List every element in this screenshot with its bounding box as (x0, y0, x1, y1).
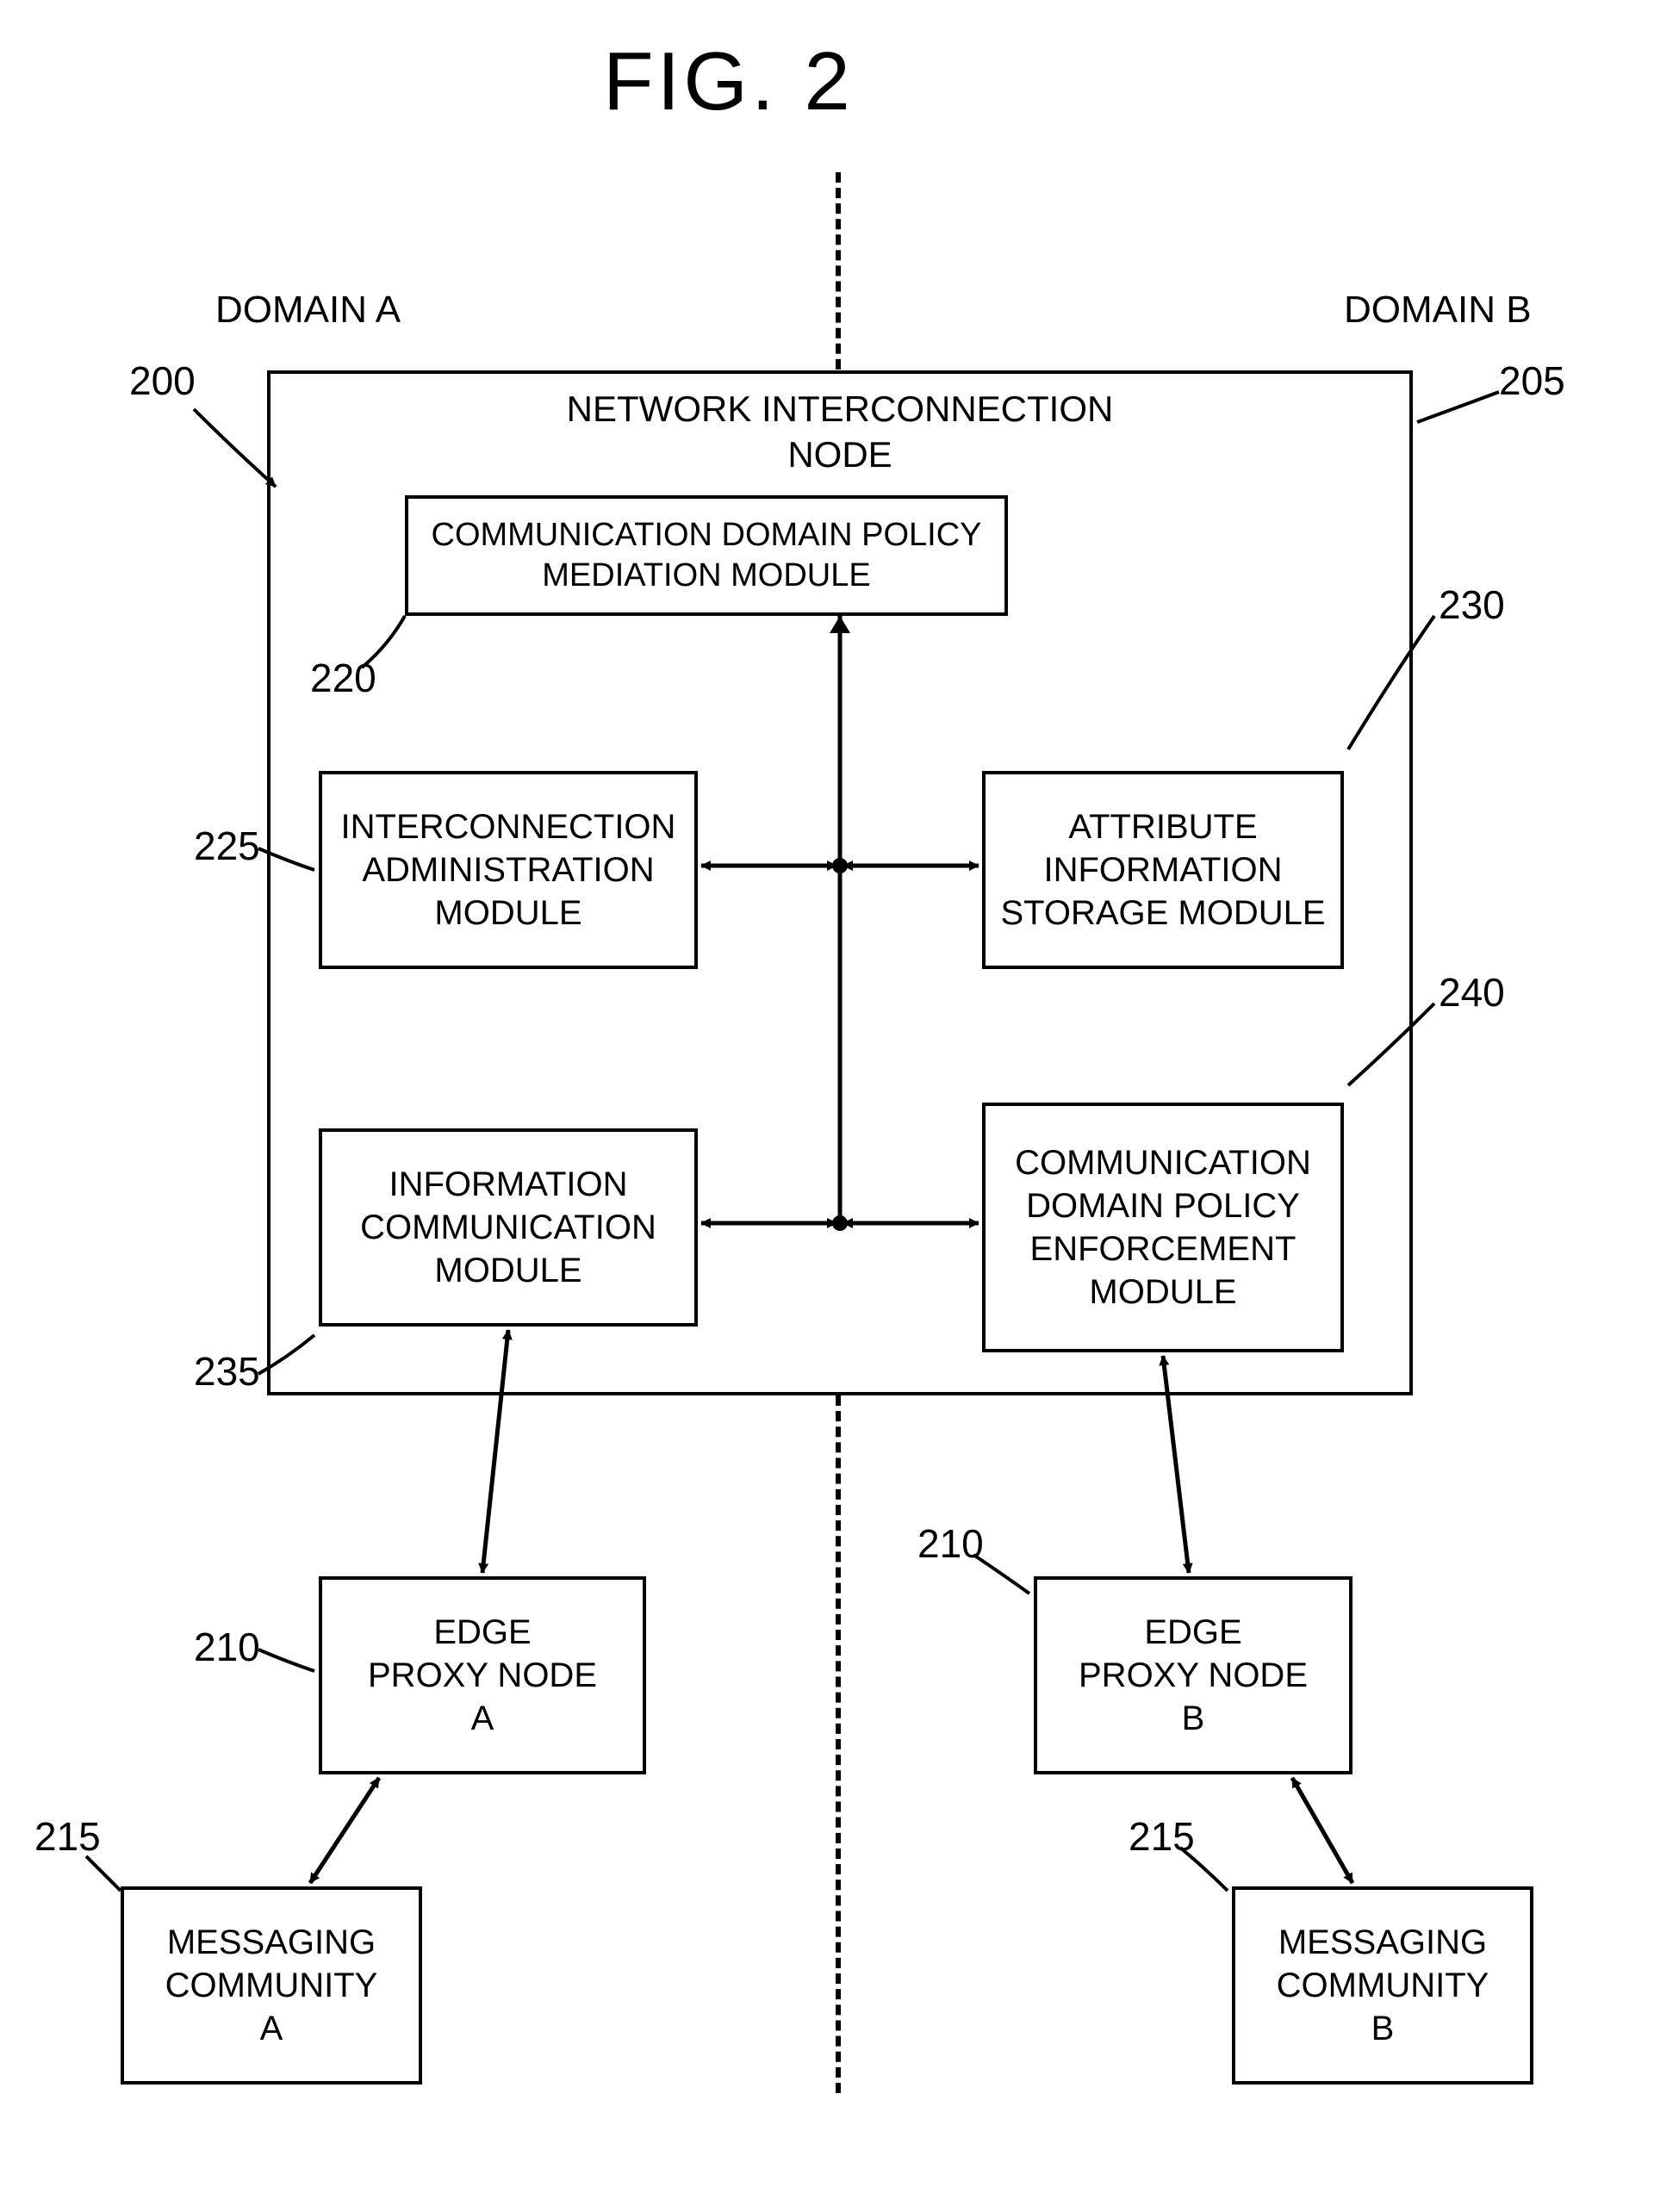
ref-230: 230 (1439, 581, 1505, 628)
domain-divider (836, 172, 841, 401)
edge-proxy-b: EDGE PROXY NODE B (1034, 1576, 1353, 1774)
domain-b-label: DOMAIN B (1344, 289, 1532, 332)
figure-title: FIG. 2 (603, 34, 854, 129)
edge-proxy-a: EDGE PROXY NODE A (319, 1576, 646, 1774)
ref-205: 205 (1499, 357, 1565, 404)
ref-215-a: 215 (34, 1813, 101, 1860)
ref-225: 225 (194, 823, 260, 869)
ref-210-a: 210 (194, 1624, 260, 1670)
admin-module: INTERCONNECTION ADMINISTRATION MODULE (319, 771, 698, 969)
enforcement-module: COMMUNICATION DOMAIN POLICY ENFORCEMENT … (982, 1103, 1344, 1352)
ref-235: 235 (194, 1348, 260, 1395)
main-node-title: NETWORK INTERCONNECTION NODE (567, 387, 1114, 477)
mediation-module: COMMUNICATION DOMAIN POLICY MEDIATION MO… (405, 495, 1008, 616)
diagram-canvas: FIG. 2 DOMAIN A DOMAIN B 200 NETWORK INT… (0, 0, 1679, 2212)
ref-240: 240 (1439, 969, 1505, 1016)
domain-a-label: DOMAIN A (215, 289, 401, 332)
attribute-module: ATTRIBUTE INFORMATION STORAGE MODULE (982, 771, 1344, 969)
ref-215-b: 215 (1129, 1813, 1195, 1860)
ref-220: 220 (310, 655, 376, 701)
domain-divider-bottom (836, 1395, 841, 2093)
info-comm-module: INFORMATION COMMUNICATION MODULE (319, 1128, 698, 1327)
ref-210-b: 210 (917, 1520, 984, 1567)
ref-200: 200 (129, 357, 196, 404)
messaging-community-a: MESSAGING COMMUNITY A (121, 1886, 422, 2085)
messaging-community-b: MESSAGING COMMUNITY B (1232, 1886, 1533, 2085)
